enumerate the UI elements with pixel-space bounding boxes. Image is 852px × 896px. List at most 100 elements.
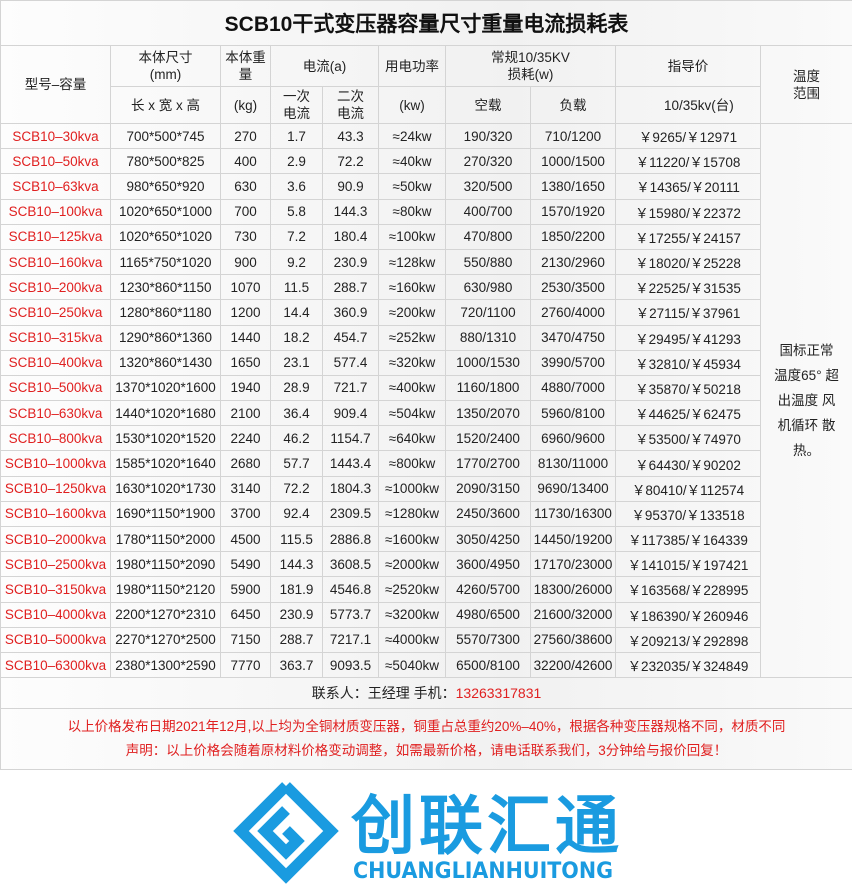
cell-current1: 288.7 — [271, 627, 323, 652]
header-dims: 本体尺寸(mm) — [111, 46, 221, 87]
cell-noload-loss: 630/980 — [446, 275, 531, 300]
cell-dims: 1020*650*1000 — [111, 199, 221, 224]
header-dims-sub: 长 x 宽 x 高 — [111, 87, 221, 124]
cell-price: ￥64430/￥90202 — [616, 451, 761, 476]
cell-weight: 2240 — [221, 426, 271, 451]
cell-weight: 6450 — [221, 602, 271, 627]
cell-model: SCB10–5000kva — [1, 627, 111, 652]
cell-price: ￥186390/￥260946 — [616, 602, 761, 627]
cell-weight: 1940 — [221, 375, 271, 400]
cell-noload-loss: 3600/4950 — [446, 552, 531, 577]
header-current1: 一次电流 — [271, 87, 323, 124]
cell-noload-loss: 550/880 — [446, 249, 531, 274]
cell-power: ≈80kw — [379, 199, 446, 224]
cell-model: SCB10–4000kva — [1, 602, 111, 627]
header-current: 电流(a) — [271, 46, 379, 87]
cell-current2: 1154.7 — [323, 426, 379, 451]
cell-price: ￥15980/￥22372 — [616, 199, 761, 224]
cell-noload-loss: 470/800 — [446, 224, 531, 249]
cell-dims: 1165*750*1020 — [111, 249, 221, 274]
cell-price: ￥29495/￥41293 — [616, 325, 761, 350]
cell-load-loss: 27560/38600 — [531, 627, 616, 652]
cell-noload-loss: 1350/2070 — [446, 401, 531, 426]
cell-noload-loss: 190/320 — [446, 124, 531, 149]
cell-load-loss: 1850/2200 — [531, 224, 616, 249]
cell-dims: 1585*1020*1640 — [111, 451, 221, 476]
cell-load-loss: 2130/2960 — [531, 249, 616, 274]
cell-dims: 780*500*825 — [111, 149, 221, 174]
cell-model: SCB10–30kva — [1, 124, 111, 149]
cell-price: ￥95370/￥133518 — [616, 501, 761, 526]
cell-current2: 4546.8 — [323, 577, 379, 602]
cell-noload-loss: 2450/3600 — [446, 501, 531, 526]
cell-dims: 1280*860*1180 — [111, 300, 221, 325]
cell-dims: 1290*860*1360 — [111, 325, 221, 350]
cell-dims: 1980*1150*2090 — [111, 552, 221, 577]
cell-current2: 360.9 — [323, 300, 379, 325]
cell-model: SCB10–160kva — [1, 249, 111, 274]
transformer-spec-table: SCB10干式变压器容量尺寸重量电流损耗表 型号–容量 本体尺寸(mm) 本体重… — [0, 0, 852, 770]
header-load: 负载 — [531, 87, 616, 124]
cell-weight: 7150 — [221, 627, 271, 652]
note-line: 声明：以上价格会随着原材料价格变动调整，如需最新价格，请电话联系我们，3分钟给与… — [1, 739, 852, 763]
cell-current1: 3.6 — [271, 174, 323, 199]
cell-current1: 28.9 — [271, 375, 323, 400]
header-noload: 空载 — [446, 87, 531, 124]
cell-load-loss: 9690/13400 — [531, 476, 616, 501]
cell-price: ￥35870/￥50218 — [616, 375, 761, 400]
cell-current2: 144.3 — [323, 199, 379, 224]
cell-price: ￥17255/￥24157 — [616, 224, 761, 249]
cell-power: ≈400kw — [379, 375, 446, 400]
cell-power: ≈640kw — [379, 426, 446, 451]
cell-model: SCB10–630kva — [1, 401, 111, 426]
cell-dims: 2200*1270*2310 — [111, 602, 221, 627]
cell-weight: 2100 — [221, 401, 271, 426]
cell-load-loss: 4880/7000 — [531, 375, 616, 400]
cell-current2: 454.7 — [323, 325, 379, 350]
cell-model: SCB10–800kva — [1, 426, 111, 451]
cell-noload-loss: 1160/1800 — [446, 375, 531, 400]
cell-price: ￥209213/￥292898 — [616, 627, 761, 652]
cell-current2: 909.4 — [323, 401, 379, 426]
cell-power: ≈252kw — [379, 325, 446, 350]
cell-noload-loss: 6500/8100 — [446, 652, 531, 677]
cell-power: ≈128kw — [379, 249, 446, 274]
cell-price: ￥18020/￥25228 — [616, 249, 761, 274]
contact-info: 联系人：王经理 手机：13263317831 — [1, 678, 852, 709]
cell-weight: 630 — [221, 174, 271, 199]
temp-range-note: 国标正常 温度65° 超出温度 风机循环 散热。 — [761, 124, 852, 678]
cell-weight: 1440 — [221, 325, 271, 350]
cell-dims: 1780*1150*2000 — [111, 527, 221, 552]
cell-current2: 721.7 — [323, 375, 379, 400]
cell-model: SCB10–3150kva — [1, 577, 111, 602]
cell-noload-loss: 270/320 — [446, 149, 531, 174]
cell-current2: 72.2 — [323, 149, 379, 174]
cell-model: SCB10–125kva — [1, 224, 111, 249]
header-price: 指导价 — [616, 46, 761, 87]
cell-current2: 7217.1 — [323, 627, 379, 652]
cell-model: SCB10–6300kva — [1, 652, 111, 677]
cell-model: SCB10–400kva — [1, 350, 111, 375]
cell-current2: 1804.3 — [323, 476, 379, 501]
phone-number[interactable]: 13263317831 — [456, 685, 542, 701]
cell-load-loss: 1570/1920 — [531, 199, 616, 224]
cell-current2: 43.3 — [323, 124, 379, 149]
cell-noload-loss: 5570/7300 — [446, 627, 531, 652]
cell-power: ≈800kw — [379, 451, 446, 476]
header-model: 型号–容量 — [1, 46, 111, 124]
cell-power: ≈5040kw — [379, 652, 446, 677]
cell-model: SCB10–1600kva — [1, 501, 111, 526]
cell-load-loss: 2760/4000 — [531, 300, 616, 325]
cell-model: SCB10–63kva — [1, 174, 111, 199]
cell-load-loss: 17170/23000 — [531, 552, 616, 577]
